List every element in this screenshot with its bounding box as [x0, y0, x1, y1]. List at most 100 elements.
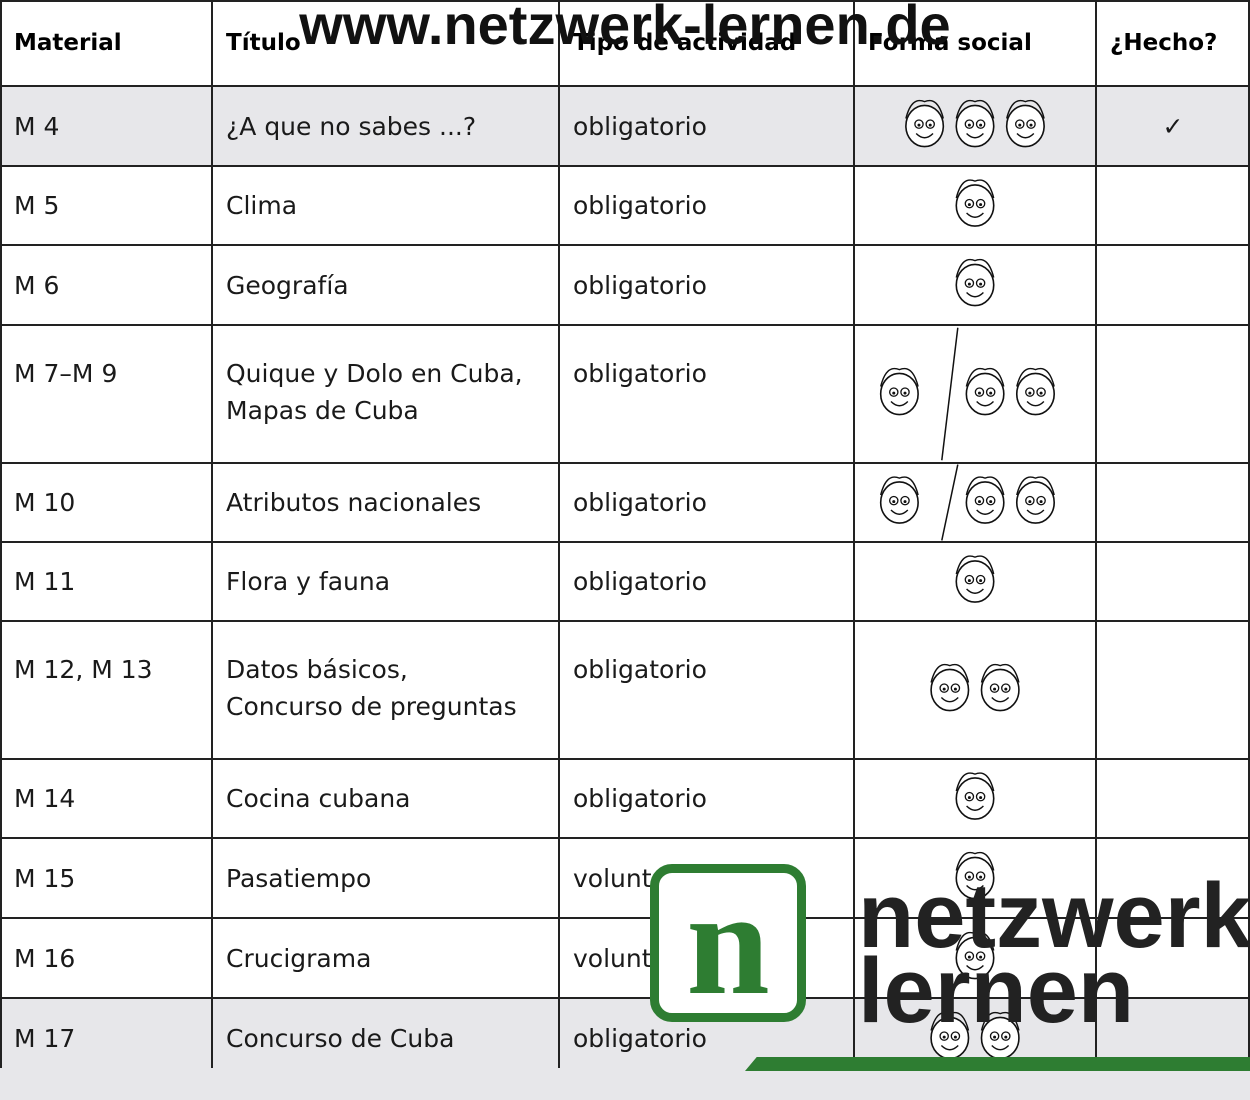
table-cell: Cocina cubana — [212, 759, 559, 838]
cell-text: obligatorio — [573, 1023, 707, 1053]
table-cell: M 14 — [0, 759, 212, 838]
col-line — [853, 0, 855, 1068]
table-cell: Crucigrama — [212, 918, 559, 998]
table-cell: M 11 — [0, 542, 212, 621]
table-cell: ¿A que no sabes ...? — [212, 86, 559, 166]
table-cell: obligatorio — [559, 463, 854, 542]
cell-text: M 11 — [14, 567, 76, 596]
header-text: Tipo de actividad — [573, 29, 797, 56]
header-cell: Material — [0, 0, 212, 86]
header-cell: Título — [212, 0, 559, 86]
table-cell: Quique y Dolo en Cuba, Mapas de Cuba — [212, 325, 559, 463]
table-cell: Datos básicos, Concurso de preguntas — [212, 621, 559, 759]
cell-text: obligatorio — [573, 111, 707, 141]
header-text: Material — [14, 29, 122, 56]
row-line — [0, 837, 1250, 839]
table-cell: obligatorio — [559, 86, 854, 166]
table-cell: M 5 — [0, 166, 212, 245]
cell-text: M 10 — [14, 488, 76, 517]
table-cell: obligatorio — [559, 621, 854, 759]
header-text: ¿Hecho? — [1110, 29, 1218, 56]
table-cell: Pasatiempo — [212, 838, 559, 918]
table-cell: ✓ — [1096, 86, 1250, 166]
cell-text: ¿A que no sabes ...? — [226, 111, 477, 141]
row-line — [0, 462, 1250, 464]
social-icons — [879, 464, 1055, 541]
cell-text: Clima — [226, 191, 298, 220]
col-line — [1248, 0, 1250, 1068]
cell-text: Datos básicos, — [226, 655, 408, 684]
cell-text: Concurso de Cuba — [226, 1023, 455, 1053]
social-icons — [955, 258, 995, 307]
table-cell: M 15 — [0, 838, 212, 918]
logo-text: lernen — [858, 940, 1135, 1042]
cell-text: Mapas de Cuba — [226, 396, 419, 425]
row-line — [0, 620, 1250, 622]
table-cell: M 7–M 9 — [0, 325, 212, 463]
cell-text: M 12, M 13 — [14, 655, 153, 684]
col-line — [558, 0, 560, 1068]
social-icons — [955, 555, 995, 603]
cell-text: Concurso de preguntas — [226, 692, 517, 721]
cell-text: M 7–M 9 — [14, 359, 118, 388]
cell-text: obligatorio — [573, 567, 707, 596]
logo-text: netzwerk — [858, 865, 1250, 967]
cell-text: M 5 — [14, 191, 60, 220]
social-icons — [955, 931, 995, 980]
cell-text: Cocina cubana — [226, 784, 411, 813]
social-icons — [930, 1011, 1020, 1060]
table-cell: Atributos nacionales — [212, 463, 559, 542]
table-cell: Concurso de Cuba — [212, 998, 559, 1078]
table-cell: obligatorio — [559, 759, 854, 838]
row-line — [0, 324, 1250, 326]
table-cell: M 16 — [0, 918, 212, 998]
table-cell: obligatorio — [559, 166, 854, 245]
social-icons — [955, 772, 995, 820]
watermark: www.netzwerk-lernen.de — [299, 0, 951, 56]
row-line — [0, 758, 1250, 760]
header-cell: ¿Hecho? — [1096, 0, 1250, 86]
table-cell: obligatorio — [559, 542, 854, 621]
header-cell: Tipo de actividad — [559, 0, 854, 86]
cell-text: obligatorio — [573, 270, 707, 300]
cell-text: Atributos nacionales — [226, 488, 482, 517]
cell-text: M 15 — [14, 863, 76, 893]
cell-text: M 6 — [14, 270, 60, 300]
logo-bar — [745, 1057, 1250, 1071]
col-line — [211, 0, 213, 1068]
header-text: Forma social — [868, 29, 1032, 56]
table-cell: obligatorio — [559, 245, 854, 325]
row-line — [0, 85, 1250, 87]
table-cell: Clima — [212, 166, 559, 245]
cell-text: Flora y fauna — [226, 567, 391, 596]
table-cell: Flora y fauna — [212, 542, 559, 621]
cell-text: obligatorio — [573, 488, 707, 517]
cell-text: obligatorio — [573, 784, 707, 813]
table-cell: M 12, M 13 — [0, 621, 212, 759]
table-cell: M 4 — [0, 86, 212, 166]
table-cell: obligatorio — [559, 325, 854, 463]
social-icons — [930, 663, 1020, 712]
table-cell: M 6 — [0, 245, 212, 325]
social-icons — [955, 179, 995, 227]
table-cell: M 10 — [0, 463, 212, 542]
cell-text: Pasatiempo — [226, 863, 372, 893]
cell-text: M 17 — [14, 1023, 76, 1053]
table-cell: obligatorio — [559, 998, 854, 1078]
cell-text: M 4 — [14, 111, 60, 141]
table-cell: M 17 — [0, 998, 212, 1078]
cell-text: M 16 — [14, 943, 76, 973]
row-line — [0, 917, 1250, 919]
cell-text: M 14 — [14, 784, 76, 813]
cell-text: obligatorio — [573, 655, 707, 684]
col-line — [0, 0, 2, 1068]
row-line — [0, 541, 1250, 543]
header-cell: Forma social — [854, 0, 1096, 86]
row-line — [0, 165, 1250, 167]
cell-text: Quique y Dolo en Cuba, — [226, 359, 523, 388]
check: ✓ — [1162, 111, 1184, 141]
logo-mark: n — [650, 864, 806, 1022]
social-icons — [879, 327, 1055, 461]
cell-text: Geografía — [226, 270, 349, 300]
